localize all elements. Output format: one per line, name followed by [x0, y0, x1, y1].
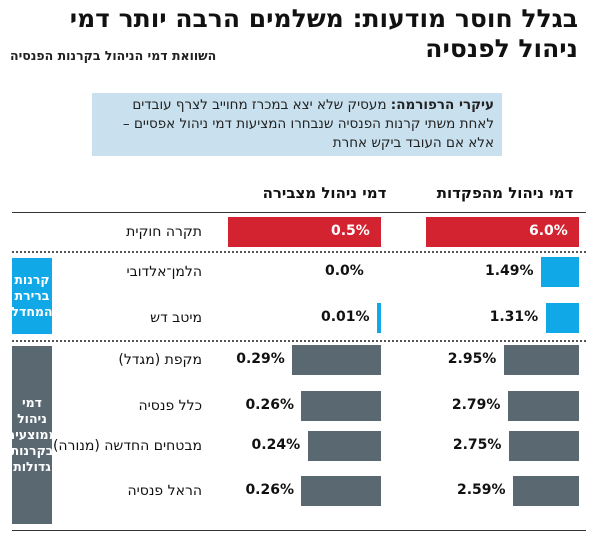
value-deposit: 2.59% [456, 482, 506, 498]
info-text: מעסיק שלא יצא במכרז מחוייב לצרף עובדים ל… [122, 97, 494, 151]
row-label: כלל פנסיה [138, 397, 202, 414]
bar-deposit [541, 257, 579, 287]
bar-accumulation [292, 345, 381, 375]
bar-accumulation [301, 476, 381, 506]
bar-deposit [426, 217, 579, 247]
info-lead: עיקרי הרפורמה: [390, 97, 494, 113]
bottom-rule [12, 530, 586, 531]
info-box: עיקרי הרפורמה: מעסיק שלא יצא במכרז מחויי… [92, 93, 502, 156]
row-label: מבטחים החדשה (מנורה) [52, 437, 202, 454]
value-deposit: 1.49% [485, 263, 534, 279]
header-accumulation-fees: דמי ניהול מצבירה [262, 184, 387, 202]
value-deposit: 2.75% [452, 437, 502, 453]
group-default-funds-label: קרנות ברירת המחדל [11, 272, 53, 319]
row-label: תקרה חוקית [126, 223, 202, 240]
row-label: הראל פנסיה [127, 482, 202, 499]
group-large-funds-label: דמי ניהול ממוצעים בקרנות גדולות [6, 395, 58, 474]
row-label: הלמן־אלדובי [126, 263, 202, 280]
value-accumulation: 0.0% [325, 263, 364, 279]
bar-deposit [503, 345, 579, 375]
bar-deposit [545, 303, 579, 333]
divider-1 [12, 251, 586, 253]
group-large-funds: דמי ניהול ממוצעים בקרנות גדולות [6, 346, 58, 524]
row-label: מיטב דש [150, 309, 202, 326]
bar-accumulation [301, 391, 381, 421]
row-label: מקפת (מגדל) [118, 351, 202, 368]
value-deposit: 6.0% [529, 223, 568, 239]
value-accumulation: 0.26% [245, 397, 295, 413]
bar-deposit [512, 476, 579, 506]
value-accumulation: 0.24% [251, 437, 301, 453]
value-accumulation: 0.26% [245, 482, 295, 498]
bar-accumulation [307, 431, 381, 461]
value-accumulation: 0.5% [331, 223, 370, 239]
subtitle: השוואת דמי הניהול בקרנות הפנסיה [10, 48, 217, 63]
value-accumulation: 0.01% [321, 309, 370, 325]
value-deposit: 2.79% [451, 397, 501, 413]
group-default-funds: קרנות ברירת המחדל [11, 258, 53, 334]
bar-accumulation [377, 303, 381, 333]
value-accumulation: 0.29% [236, 351, 285, 367]
bar-accumulation [228, 217, 381, 247]
bar-deposit [507, 391, 579, 421]
value-deposit: 2.95% [447, 351, 497, 367]
header-rule [12, 212, 586, 213]
bar-deposit [508, 431, 579, 461]
divider-2 [12, 340, 586, 342]
value-deposit: 1.31% [489, 309, 539, 325]
page-title: בגלל חוסר מודעות: משלמים הרבה יותר דמי נ… [69, 4, 578, 63]
header-deposit-fees: דמי ניהול מהפקדות [436, 184, 574, 202]
